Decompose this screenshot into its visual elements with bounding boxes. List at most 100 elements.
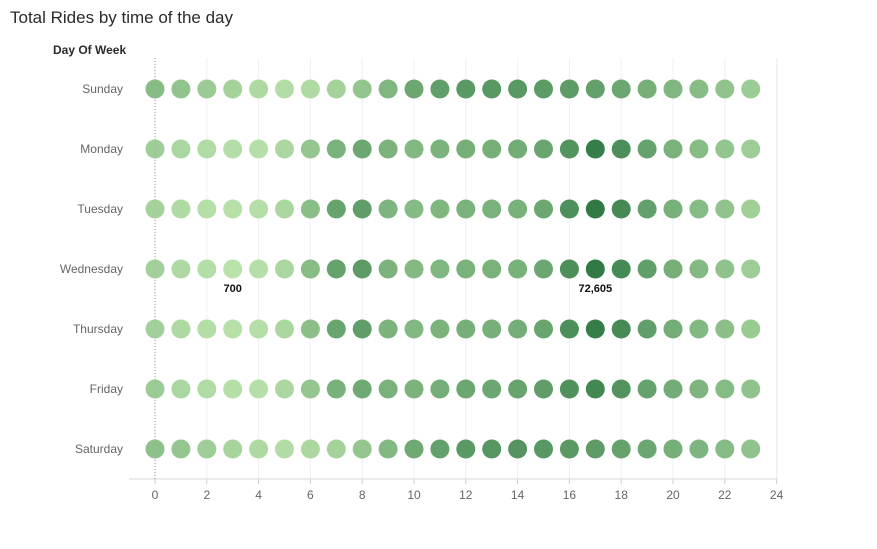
data-dot[interactable] bbox=[559, 319, 579, 339]
data-dot[interactable] bbox=[689, 79, 709, 99]
data-dot[interactable] bbox=[404, 139, 424, 159]
data-dot[interactable] bbox=[171, 79, 191, 99]
data-dot[interactable] bbox=[430, 379, 450, 399]
data-dot[interactable] bbox=[559, 139, 579, 159]
data-dot[interactable] bbox=[300, 379, 320, 399]
data-dot[interactable] bbox=[300, 319, 320, 339]
data-dot[interactable] bbox=[378, 319, 398, 339]
data-dot[interactable] bbox=[171, 439, 191, 459]
data-dot[interactable] bbox=[300, 439, 320, 459]
data-dot[interactable] bbox=[378, 259, 398, 279]
data-dot[interactable] bbox=[534, 379, 553, 399]
data-dot[interactable] bbox=[326, 259, 346, 279]
data-dot[interactable] bbox=[249, 379, 269, 399]
data-dot[interactable] bbox=[249, 259, 269, 279]
data-dot[interactable] bbox=[300, 139, 320, 159]
data-dot[interactable] bbox=[611, 259, 631, 279]
data-dot[interactable] bbox=[663, 439, 683, 459]
data-dot[interactable] bbox=[378, 199, 398, 219]
data-dot[interactable] bbox=[611, 439, 631, 459]
data-dot[interactable] bbox=[171, 319, 191, 339]
data-dot[interactable] bbox=[326, 439, 346, 459]
data-dot[interactable] bbox=[171, 379, 191, 399]
data-dot[interactable] bbox=[741, 319, 761, 339]
data-dot[interactable] bbox=[689, 379, 709, 399]
data-dot[interactable] bbox=[404, 319, 424, 339]
data-dot[interactable] bbox=[223, 199, 243, 219]
data-dot[interactable] bbox=[637, 319, 657, 339]
data-dot[interactable] bbox=[663, 79, 683, 99]
data-dot[interactable] bbox=[559, 199, 579, 219]
data-dot[interactable] bbox=[404, 79, 424, 99]
data-dot[interactable] bbox=[352, 139, 372, 159]
data-dot[interactable] bbox=[249, 439, 269, 459]
data-dot[interactable] bbox=[378, 379, 398, 399]
data-dot[interactable] bbox=[534, 79, 553, 99]
data-dot[interactable] bbox=[741, 139, 761, 159]
data-dot[interactable] bbox=[171, 199, 191, 219]
data-dot[interactable] bbox=[197, 139, 217, 159]
data-dot[interactable] bbox=[456, 379, 476, 399]
data-dot[interactable] bbox=[611, 79, 631, 99]
data-dot[interactable] bbox=[249, 79, 269, 99]
data-dot[interactable] bbox=[430, 439, 450, 459]
data-dot[interactable] bbox=[223, 379, 243, 399]
data-dot[interactable] bbox=[145, 199, 165, 219]
data-dot[interactable] bbox=[352, 439, 372, 459]
data-dot[interactable] bbox=[275, 319, 294, 339]
data-dot[interactable] bbox=[663, 139, 683, 159]
data-dot[interactable] bbox=[197, 79, 217, 99]
data-dot[interactable] bbox=[689, 139, 709, 159]
data-dot[interactable] bbox=[145, 319, 165, 339]
data-dot[interactable] bbox=[559, 259, 579, 279]
data-dot[interactable] bbox=[637, 379, 657, 399]
data-dot[interactable] bbox=[585, 319, 605, 339]
data-dot[interactable] bbox=[275, 199, 294, 219]
data-dot[interactable] bbox=[326, 199, 346, 219]
data-dot[interactable] bbox=[508, 199, 528, 219]
data-dot[interactable] bbox=[352, 259, 372, 279]
data-dot[interactable] bbox=[326, 139, 346, 159]
data-dot[interactable] bbox=[456, 199, 476, 219]
data-dot[interactable] bbox=[352, 379, 372, 399]
data-dot[interactable] bbox=[689, 199, 709, 219]
data-dot[interactable] bbox=[637, 439, 657, 459]
data-dot[interactable] bbox=[534, 139, 553, 159]
data-dot[interactable] bbox=[223, 79, 243, 99]
data-dot[interactable] bbox=[611, 379, 631, 399]
data-dot[interactable] bbox=[611, 139, 631, 159]
data-dot[interactable] bbox=[534, 199, 553, 219]
data-dot[interactable] bbox=[637, 259, 657, 279]
data-dot[interactable] bbox=[249, 139, 269, 159]
data-dot[interactable] bbox=[637, 199, 657, 219]
data-dot[interactable] bbox=[663, 379, 683, 399]
data-dot[interactable] bbox=[482, 379, 502, 399]
data-dot[interactable] bbox=[637, 139, 657, 159]
data-dot[interactable] bbox=[145, 139, 165, 159]
data-dot[interactable] bbox=[197, 199, 217, 219]
data-dot[interactable] bbox=[482, 79, 502, 99]
data-dot[interactable] bbox=[456, 319, 476, 339]
data-dot[interactable] bbox=[559, 439, 579, 459]
data-dot[interactable] bbox=[482, 259, 502, 279]
data-dot[interactable] bbox=[534, 439, 553, 459]
data-dot[interactable] bbox=[145, 259, 165, 279]
data-dot[interactable] bbox=[223, 139, 243, 159]
data-dot[interactable] bbox=[352, 319, 372, 339]
data-dot[interactable] bbox=[404, 259, 424, 279]
data-dot[interactable] bbox=[326, 379, 346, 399]
data-dot[interactable] bbox=[171, 259, 191, 279]
data-dot[interactable] bbox=[275, 259, 294, 279]
data-dot[interactable] bbox=[663, 199, 683, 219]
data-dot[interactable] bbox=[197, 379, 217, 399]
data-dot[interactable] bbox=[430, 79, 450, 99]
data-dot[interactable] bbox=[689, 259, 709, 279]
data-dot[interactable] bbox=[223, 439, 243, 459]
data-dot[interactable] bbox=[741, 439, 761, 459]
data-dot[interactable] bbox=[689, 319, 709, 339]
data-dot[interactable] bbox=[715, 199, 735, 219]
data-dot[interactable] bbox=[585, 199, 605, 219]
data-dot[interactable] bbox=[559, 79, 579, 99]
data-dot[interactable] bbox=[715, 79, 735, 99]
data-dot[interactable] bbox=[378, 439, 398, 459]
